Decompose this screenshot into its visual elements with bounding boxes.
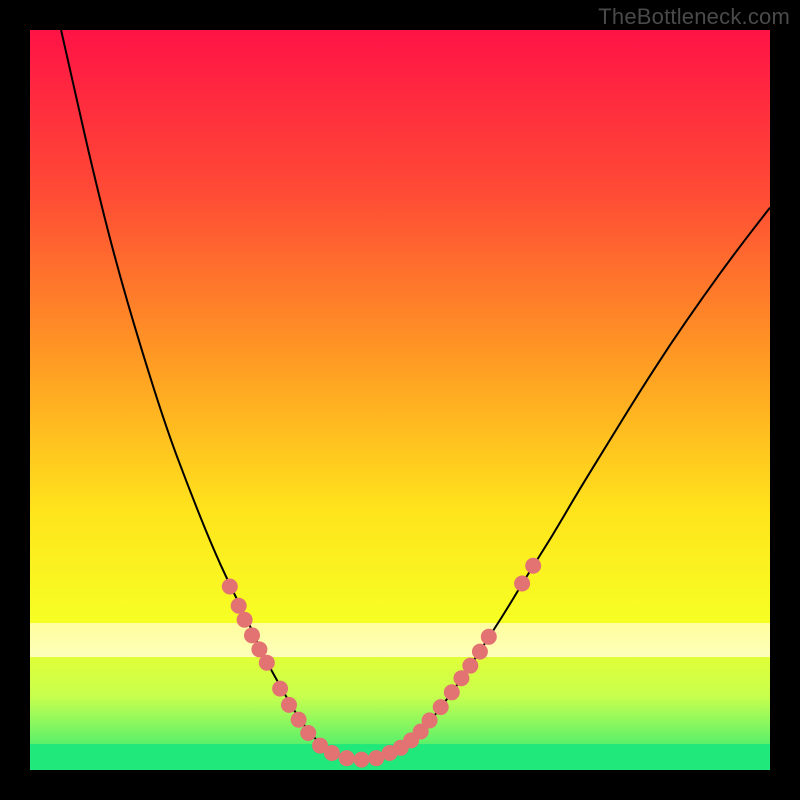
data-point [472, 644, 488, 660]
data-point [422, 712, 438, 728]
data-point [244, 627, 260, 643]
data-point [272, 681, 288, 697]
data-point [514, 576, 530, 592]
data-points-group [222, 558, 541, 768]
data-point [444, 684, 460, 700]
chart-overlay [30, 30, 770, 770]
bottleneck-curve-chart [30, 30, 770, 770]
root-canvas: TheBottleneck.com [0, 0, 800, 800]
data-point [324, 745, 340, 761]
data-point [525, 558, 541, 574]
data-point [354, 752, 370, 768]
data-point [339, 750, 355, 766]
data-point [300, 725, 316, 741]
data-point [433, 699, 449, 715]
data-point [291, 712, 307, 728]
data-point [222, 578, 238, 594]
data-point [259, 655, 275, 671]
data-point [481, 629, 497, 645]
data-point [462, 658, 478, 674]
watermark-text: TheBottleneck.com [598, 4, 790, 30]
data-point [281, 697, 297, 713]
bottleneck-curve [61, 30, 770, 758]
data-point [237, 612, 253, 628]
data-point [231, 598, 247, 614]
